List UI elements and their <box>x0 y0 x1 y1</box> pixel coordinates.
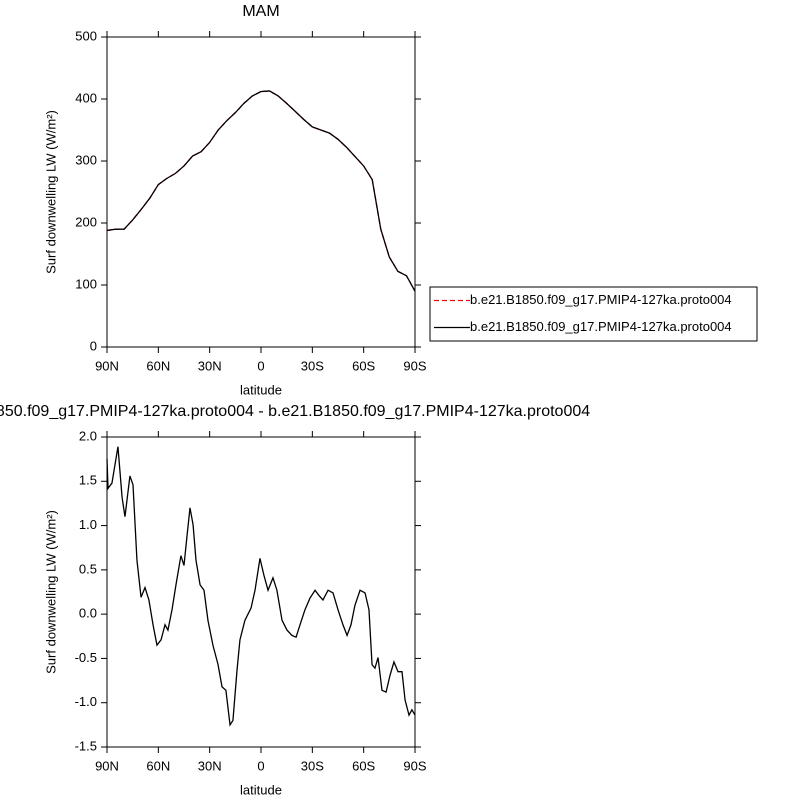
y-tick-label: 0.0 <box>79 606 97 621</box>
legend-label: b.e21.B1850.f09_g17.PMIP4-127ka.proto004 <box>470 319 732 334</box>
legend-box <box>429 286 758 342</box>
x-tick-label: 90N <box>95 758 119 773</box>
y-tick-label: 1.5 <box>79 473 97 488</box>
y-axis-label: Surf downwelling LW (W/m²) <box>43 110 58 274</box>
y-tick-label: 400 <box>75 90 97 105</box>
x-tick-label: 90N <box>95 358 119 373</box>
y-tick-label: 200 <box>75 214 97 229</box>
plot-frame <box>106 436 416 748</box>
plot-frame <box>106 36 416 348</box>
x-axis-label: latitude <box>240 782 282 797</box>
x-tick-label: 90S <box>403 758 426 773</box>
data-line <box>106 90 416 292</box>
chart-title: b.e21.B1850.f09_g17.PMIP4-127ka.proto004… <box>0 403 590 420</box>
y-tick-label: -1.5 <box>75 738 97 753</box>
y-tick-label: 0.5 <box>79 561 97 576</box>
legend-label: b.e21.B1850.f09_g17.PMIP4-127ka.proto004 <box>470 292 732 307</box>
x-tick-label: 30N <box>198 758 222 773</box>
x-tick-label: 30S <box>301 358 324 373</box>
y-tick-label: 1.0 <box>79 517 97 532</box>
data-line <box>106 446 416 727</box>
data-line <box>106 90 416 292</box>
y-tick-label: 500 <box>75 28 97 43</box>
x-tick-label: 60N <box>146 358 170 373</box>
x-axis-label: latitude <box>240 382 282 397</box>
y-axis-label: Surf downwelling LW (W/m²) <box>43 510 58 674</box>
x-tick-label: 30N <box>198 358 222 373</box>
x-tick-label: 60N <box>146 758 170 773</box>
y-tick-label: 100 <box>75 276 97 291</box>
y-tick-label: 2.0 <box>79 428 97 443</box>
y-tick-label: 300 <box>75 152 97 167</box>
y-tick-label: 0 <box>90 338 97 353</box>
x-tick-label: 60S <box>352 358 375 373</box>
y-tick-label: -1.0 <box>75 694 97 709</box>
x-tick-label: 0 <box>257 758 264 773</box>
chart-title: MAM <box>242 3 279 20</box>
y-tick-label: -0.5 <box>75 650 97 665</box>
x-tick-label: 0 <box>257 358 264 373</box>
x-tick-label: 30S <box>301 758 324 773</box>
x-tick-label: 90S <box>403 358 426 373</box>
x-tick-label: 60S <box>352 758 375 773</box>
